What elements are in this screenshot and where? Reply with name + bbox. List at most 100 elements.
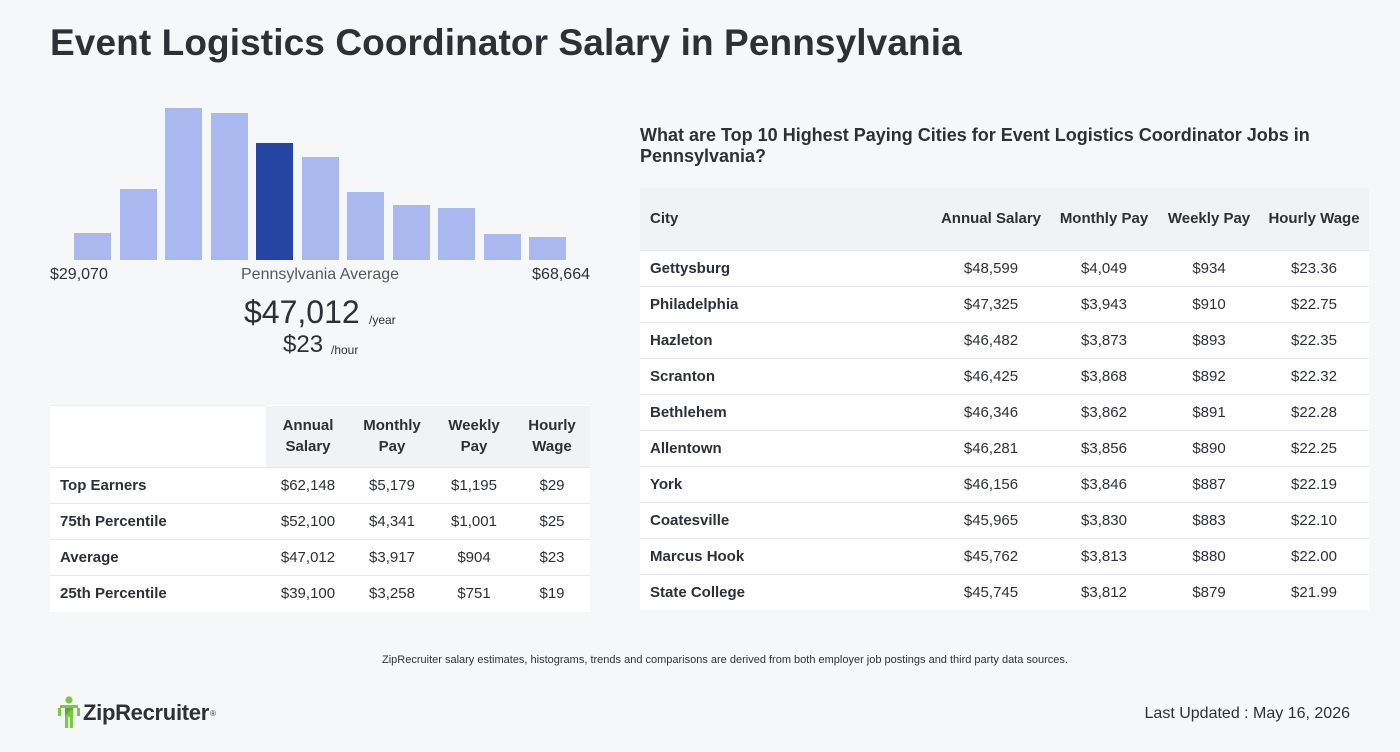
monthly-cell: $3,258 (369, 585, 415, 603)
monthly-cell: $3,830 (1081, 511, 1127, 529)
cities-header-hourly: Hourly Wage (1268, 210, 1360, 228)
annual-cell: $46,156 (963, 475, 1019, 493)
percentile-header-row: Annual Salary Monthly Pay Weekly Pay Hou… (50, 405, 590, 468)
weekly-cell: $934 (1192, 259, 1226, 277)
table-row: State College $45,745 $3,812 $879 $21.99 (640, 574, 1369, 610)
average-hourly-wage: $23 (283, 331, 324, 358)
histogram-bar (165, 108, 202, 260)
hourly-cell: $22.10 (1291, 511, 1337, 529)
annual-cell: $45,762 (963, 547, 1019, 565)
hourly-cell: $22.75 (1291, 295, 1337, 313)
city-name: Allentown (650, 439, 722, 457)
histogram-bar (74, 233, 111, 260)
table-row: Allentown $46,281 $3,856 $890 $22.25 (640, 430, 1369, 466)
annual-cell: $46,346 (963, 403, 1019, 421)
cities-header-weekly: Weekly Pay (1167, 210, 1251, 228)
weekly-cell: $892 (1192, 367, 1226, 385)
table-row: Marcus Hook $45,762 $3,813 $880 $22.00 (640, 538, 1369, 574)
hourly-cell: $21.99 (1291, 583, 1337, 601)
hourly-cell: $19 (539, 585, 565, 603)
weekly-cell: $1,195 (451, 477, 497, 494)
hourly-cell: $29 (539, 477, 565, 494)
histogram-bar (438, 208, 475, 260)
percentile-header-weekly: Weekly Pay (434, 405, 514, 468)
hourly-cell: $22.32 (1291, 367, 1337, 385)
table-row: Top Earners $62,148 $5,179 $1,195 $29 (50, 467, 590, 504)
ziprecruiter-logo[interactable]: ZipRecruiter ® (58, 695, 216, 731)
monthly-cell: $3,813 (1081, 547, 1127, 565)
average-annual-salary: $47,012 (244, 294, 360, 330)
row-label: Top Earners (60, 477, 147, 494)
weekly-cell: $891 (1192, 403, 1226, 421)
cities-header-city: City (650, 210, 679, 228)
hourly-unit: /hour (331, 343, 359, 357)
weekly-cell: $904 (457, 549, 491, 566)
annual-cell: $45,745 (963, 583, 1019, 601)
weekly-cell: $879 (1192, 583, 1226, 601)
cities-header-row: City Annual Salary Monthly Pay Weekly Pa… (640, 188, 1369, 250)
weekly-cell: $890 (1192, 439, 1226, 457)
city-name: Hazleton (650, 331, 713, 349)
weekly-cell: $893 (1192, 331, 1226, 349)
percentile-table: Annual Salary Monthly Pay Weekly Pay Hou… (50, 405, 590, 612)
table-row: Hazleton $46,482 $3,873 $893 $22.35 (640, 322, 1369, 358)
table-row: 75th Percentile $52,100 $4,341 $1,001 $2… (50, 503, 590, 540)
monthly-cell: $3,943 (1081, 295, 1127, 313)
monthly-cell: $3,873 (1081, 331, 1127, 349)
monthly-cell: $3,856 (1081, 439, 1127, 457)
salary-histogram (74, 100, 574, 260)
hourly-cell: $22.00 (1291, 547, 1337, 565)
hourly-cell: $22.35 (1291, 331, 1337, 349)
hourly-cell: $22.19 (1291, 475, 1337, 493)
row-label: 25th Percentile (60, 585, 167, 603)
city-name: State College (650, 583, 746, 601)
percentile-header-monthly: Monthly Pay (350, 405, 434, 468)
cities-heading: What are Top 10 Highest Paying Cities fo… (640, 125, 1310, 166)
percentile-header-annual: Annual Salary (266, 405, 350, 468)
logo-trademark: ® (209, 708, 216, 718)
annual-cell: $47,325 (963, 295, 1019, 313)
city-name: Gettysburg (650, 259, 731, 277)
disclaimer: ZipRecruiter salary estimates, histogram… (382, 654, 1068, 666)
hourly-cell: $23.36 (1291, 259, 1337, 277)
monthly-cell: $3,868 (1081, 367, 1127, 385)
hourly-cell: $22.28 (1291, 403, 1337, 421)
weekly-cell: $910 (1192, 295, 1226, 313)
row-label: Average (60, 549, 119, 566)
city-name: Coatesville (650, 511, 730, 529)
average-label: Pennsylvania Average (241, 266, 400, 283)
percentile-header-hourly: Hourly Wage (514, 405, 590, 468)
logo-text: ZipRecruiter (83, 700, 209, 725)
monthly-cell: $4,049 (1081, 259, 1127, 277)
histogram-bar (483, 234, 521, 260)
city-name: Philadelphia (650, 295, 739, 313)
table-row: Bethlehem $46,346 $3,862 $891 $22.28 (640, 394, 1369, 430)
annual-cell: $46,482 (963, 331, 1019, 349)
monthly-cell: $3,812 (1081, 583, 1127, 601)
cities-header-monthly: Monthly Pay (1059, 210, 1149, 228)
city-name: York (650, 475, 683, 493)
cities-header-annual: Annual Salary (940, 210, 1042, 228)
histogram-bar (347, 192, 384, 260)
histogram-bar (119, 189, 157, 260)
city-name: Scranton (650, 367, 716, 385)
histogram-range-min: $29,070 (50, 266, 108, 283)
histogram-bar (392, 205, 430, 260)
histogram-bar (301, 157, 339, 260)
monthly-cell: $3,846 (1081, 475, 1127, 493)
hourly-cell: $22.25 (1291, 439, 1337, 457)
histogram-range-max: $68,664 (532, 266, 590, 283)
city-name: Bethlehem (650, 403, 727, 421)
weekly-cell: $751 (457, 585, 491, 603)
table-row: Philadelphia $47,325 $3,943 $910 $22.75 (640, 286, 1369, 322)
table-row: Scranton $46,425 $3,868 $892 $22.32 (640, 358, 1369, 394)
table-row: 25th Percentile $39,100 $3,258 $751 $19 (50, 575, 590, 612)
annual-cell: $46,425 (963, 367, 1019, 385)
annual-cell: $47,012 (280, 549, 336, 566)
annual-cell: $52,100 (280, 513, 336, 530)
hourly-cell: $25 (539, 513, 565, 530)
ziprecruiter-person-icon (58, 696, 80, 730)
annual-cell: $39,100 (280, 585, 336, 603)
histogram-bar-average (256, 143, 293, 260)
hourly-cell: $23 (539, 549, 565, 566)
